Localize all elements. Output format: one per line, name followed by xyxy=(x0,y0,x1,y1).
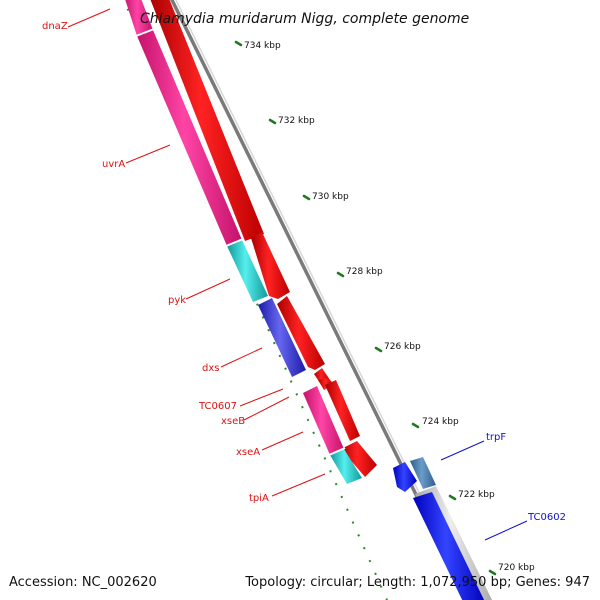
genome-map: 734 kbp 732 kbp 730 kbp 728 kbp 726 kbp … xyxy=(0,0,600,600)
tick-label-726: 726 kbp xyxy=(384,342,421,352)
gene-label-TC0602[interactable]: TC0602 xyxy=(527,512,566,523)
accession-label: Accession: NC_002620 xyxy=(9,575,157,590)
gene-label-trpF[interactable]: trpF xyxy=(486,432,506,443)
gene-label-dnaZ[interactable]: dnaZ xyxy=(42,21,68,32)
tick-label-724: 724 kbp xyxy=(422,417,459,427)
gene-red-upper-feature[interactable] xyxy=(149,0,264,241)
genome-map-canvas: 734 kbp 732 kbp 730 kbp 728 kbp 726 kbp … xyxy=(0,0,600,600)
gene-label-xseB[interactable]: xseB xyxy=(221,416,245,427)
tick-label-734: 734 kbp xyxy=(244,41,281,51)
gene-label-TC0607[interactable]: TC0607 xyxy=(198,401,237,412)
topology-label: Topology: circular; Length: 1,072,950 bp… xyxy=(244,575,590,590)
tick-label-722: 722 kbp xyxy=(458,490,495,500)
tick-label-730: 730 kbp xyxy=(312,192,349,202)
map-title: Chlamydia muridarum Nigg, complete genom… xyxy=(140,11,469,27)
gene-label-uvrA[interactable]: uvrA xyxy=(102,159,125,170)
tick-label-732: 732 kbp xyxy=(278,116,315,126)
gene-label-dxs[interactable]: dxs xyxy=(202,363,219,374)
tick-label-728: 728 kbp xyxy=(346,267,383,277)
gene-label-tpiA[interactable]: tpiA xyxy=(249,493,269,504)
gene-label-pyk[interactable]: pyk xyxy=(168,295,186,306)
gene-trpF-feature[interactable] xyxy=(410,457,436,489)
gene-label-xseA[interactable]: xseA xyxy=(236,447,260,458)
tick-label-720: 720 kbp xyxy=(498,563,535,573)
